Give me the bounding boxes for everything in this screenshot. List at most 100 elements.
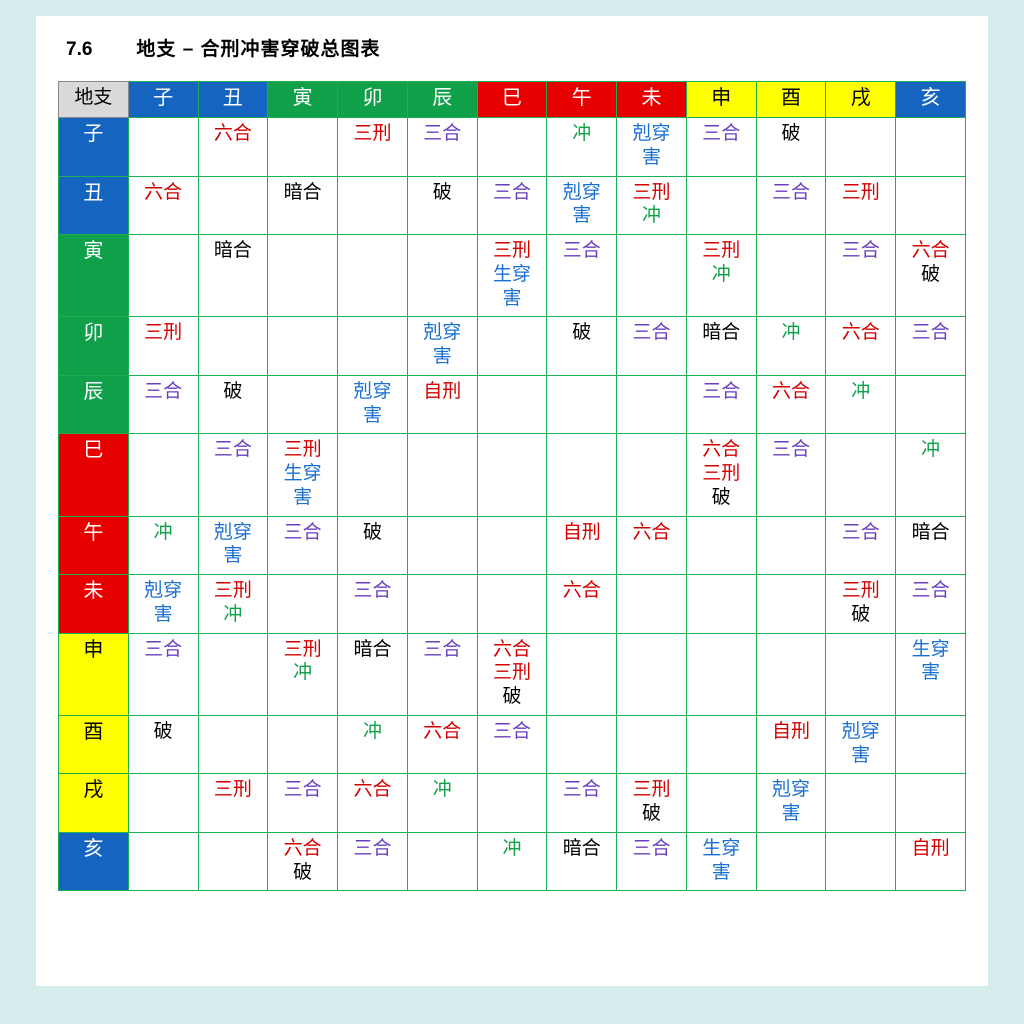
cell-亥-亥: 自刑	[896, 832, 966, 891]
cell-巳-寅: 三刑生穿害	[268, 434, 338, 516]
cell-子-戌	[826, 118, 896, 177]
cell-亥-子	[128, 832, 198, 891]
cell-巳-子	[128, 434, 198, 516]
relation-term: 三合	[898, 321, 963, 345]
cell-丑-子: 六合	[128, 176, 198, 235]
relation-term: 害	[828, 744, 893, 768]
relation-term: 三刑	[201, 579, 266, 603]
cell-寅-酉	[756, 235, 826, 317]
cell-丑-卯	[338, 176, 408, 235]
cell-辰-亥	[896, 375, 966, 434]
cell-卯-酉: 冲	[756, 317, 826, 376]
cell-未-辰	[407, 575, 477, 634]
cell-寅-子	[128, 235, 198, 317]
cell-丑-亥	[896, 176, 966, 235]
cell-午-亥: 暗合	[896, 516, 966, 575]
relation-term: 害	[270, 486, 335, 510]
cell-寅-亥: 六合破	[896, 235, 966, 317]
relation-term: 三合	[480, 720, 545, 744]
row-header-卯: 卯	[59, 317, 129, 376]
cell-巳-未	[617, 434, 687, 516]
cell-申-午	[547, 633, 617, 715]
cell-酉-未	[617, 715, 687, 774]
cell-申-未	[617, 633, 687, 715]
relation-term: 破	[410, 181, 475, 205]
relation-term: 冲	[898, 438, 963, 462]
relation-term: 害	[201, 544, 266, 568]
relation-term: 冲	[689, 263, 754, 287]
relation-term: 破	[270, 861, 335, 885]
cell-寅-辰	[407, 235, 477, 317]
relation-term: 破	[131, 720, 196, 744]
relation-term: 剋穿	[759, 778, 824, 802]
cell-酉-寅	[268, 715, 338, 774]
relation-term: 三刑	[270, 638, 335, 662]
relation-term: 害	[898, 661, 963, 685]
relation-term: 三合	[759, 438, 824, 462]
cell-丑-午: 剋穿害	[547, 176, 617, 235]
cell-丑-丑	[198, 176, 268, 235]
cell-巳-酉: 三合	[756, 434, 826, 516]
cell-午-申	[686, 516, 756, 575]
cell-子-申: 三合	[686, 118, 756, 177]
relation-term: 六合	[549, 579, 614, 603]
cell-午-午: 自刑	[547, 516, 617, 575]
cell-卯-巳	[477, 317, 547, 376]
cell-戌-亥	[896, 774, 966, 833]
document-page: 7.6 地支 – 合刑冲害穿破总图表 地支子丑寅卯辰巳午未申酉戌亥子六合三刑三合…	[36, 16, 988, 986]
cell-丑-辰: 破	[407, 176, 477, 235]
cell-未-卯: 三合	[338, 575, 408, 634]
cell-戌-辰: 冲	[407, 774, 477, 833]
col-header-未: 未	[617, 82, 687, 118]
cell-辰-戌: 冲	[826, 375, 896, 434]
relation-term: 三刑	[480, 239, 545, 263]
relation-term: 破	[201, 380, 266, 404]
relation-term: 三刑	[828, 181, 893, 205]
cell-辰-未	[617, 375, 687, 434]
cell-申-戌	[826, 633, 896, 715]
cell-申-丑	[198, 633, 268, 715]
cell-申-巳: 六合三刑破	[477, 633, 547, 715]
cell-亥-寅: 六合破	[268, 832, 338, 891]
relation-term: 自刑	[410, 380, 475, 404]
relation-term: 三合	[131, 638, 196, 662]
cell-亥-午: 暗合	[547, 832, 617, 891]
relation-term: 暗合	[549, 837, 614, 861]
cell-戌-寅: 三合	[268, 774, 338, 833]
cell-未-午: 六合	[547, 575, 617, 634]
cell-卯-卯	[338, 317, 408, 376]
relation-term: 生穿	[689, 837, 754, 861]
relation-term: 六合	[340, 778, 405, 802]
cell-子-亥	[896, 118, 966, 177]
cell-巳-午	[547, 434, 617, 516]
relation-term: 三合	[340, 579, 405, 603]
relation-term: 六合	[201, 122, 266, 146]
relation-term: 三刑	[689, 462, 754, 486]
cell-酉-卯: 冲	[338, 715, 408, 774]
cell-子-辰: 三合	[407, 118, 477, 177]
cell-子-午: 冲	[547, 118, 617, 177]
cell-卯-戌: 六合	[826, 317, 896, 376]
cell-辰-寅	[268, 375, 338, 434]
relation-term: 六合	[480, 638, 545, 662]
cell-寅-戌: 三合	[826, 235, 896, 317]
cell-午-丑: 剋穿害	[198, 516, 268, 575]
cell-戌-酉: 剋穿害	[756, 774, 826, 833]
cell-辰-午	[547, 375, 617, 434]
cell-午-卯: 破	[338, 516, 408, 575]
relation-term: 破	[759, 122, 824, 146]
cell-戌-巳	[477, 774, 547, 833]
relation-term: 剋穿	[201, 521, 266, 545]
cell-卯-子: 三刑	[128, 317, 198, 376]
col-header-辰: 辰	[407, 82, 477, 118]
relation-term: 暗合	[340, 638, 405, 662]
relation-term: 破	[619, 802, 684, 826]
cell-午-辰	[407, 516, 477, 575]
relation-term: 六合	[131, 181, 196, 205]
cell-寅-丑: 暗合	[198, 235, 268, 317]
cell-辰-卯: 剋穿害	[338, 375, 408, 434]
cell-午-子: 冲	[128, 516, 198, 575]
cell-卯-丑	[198, 317, 268, 376]
row-header-丑: 丑	[59, 176, 129, 235]
relation-term: 暗合	[270, 181, 335, 205]
